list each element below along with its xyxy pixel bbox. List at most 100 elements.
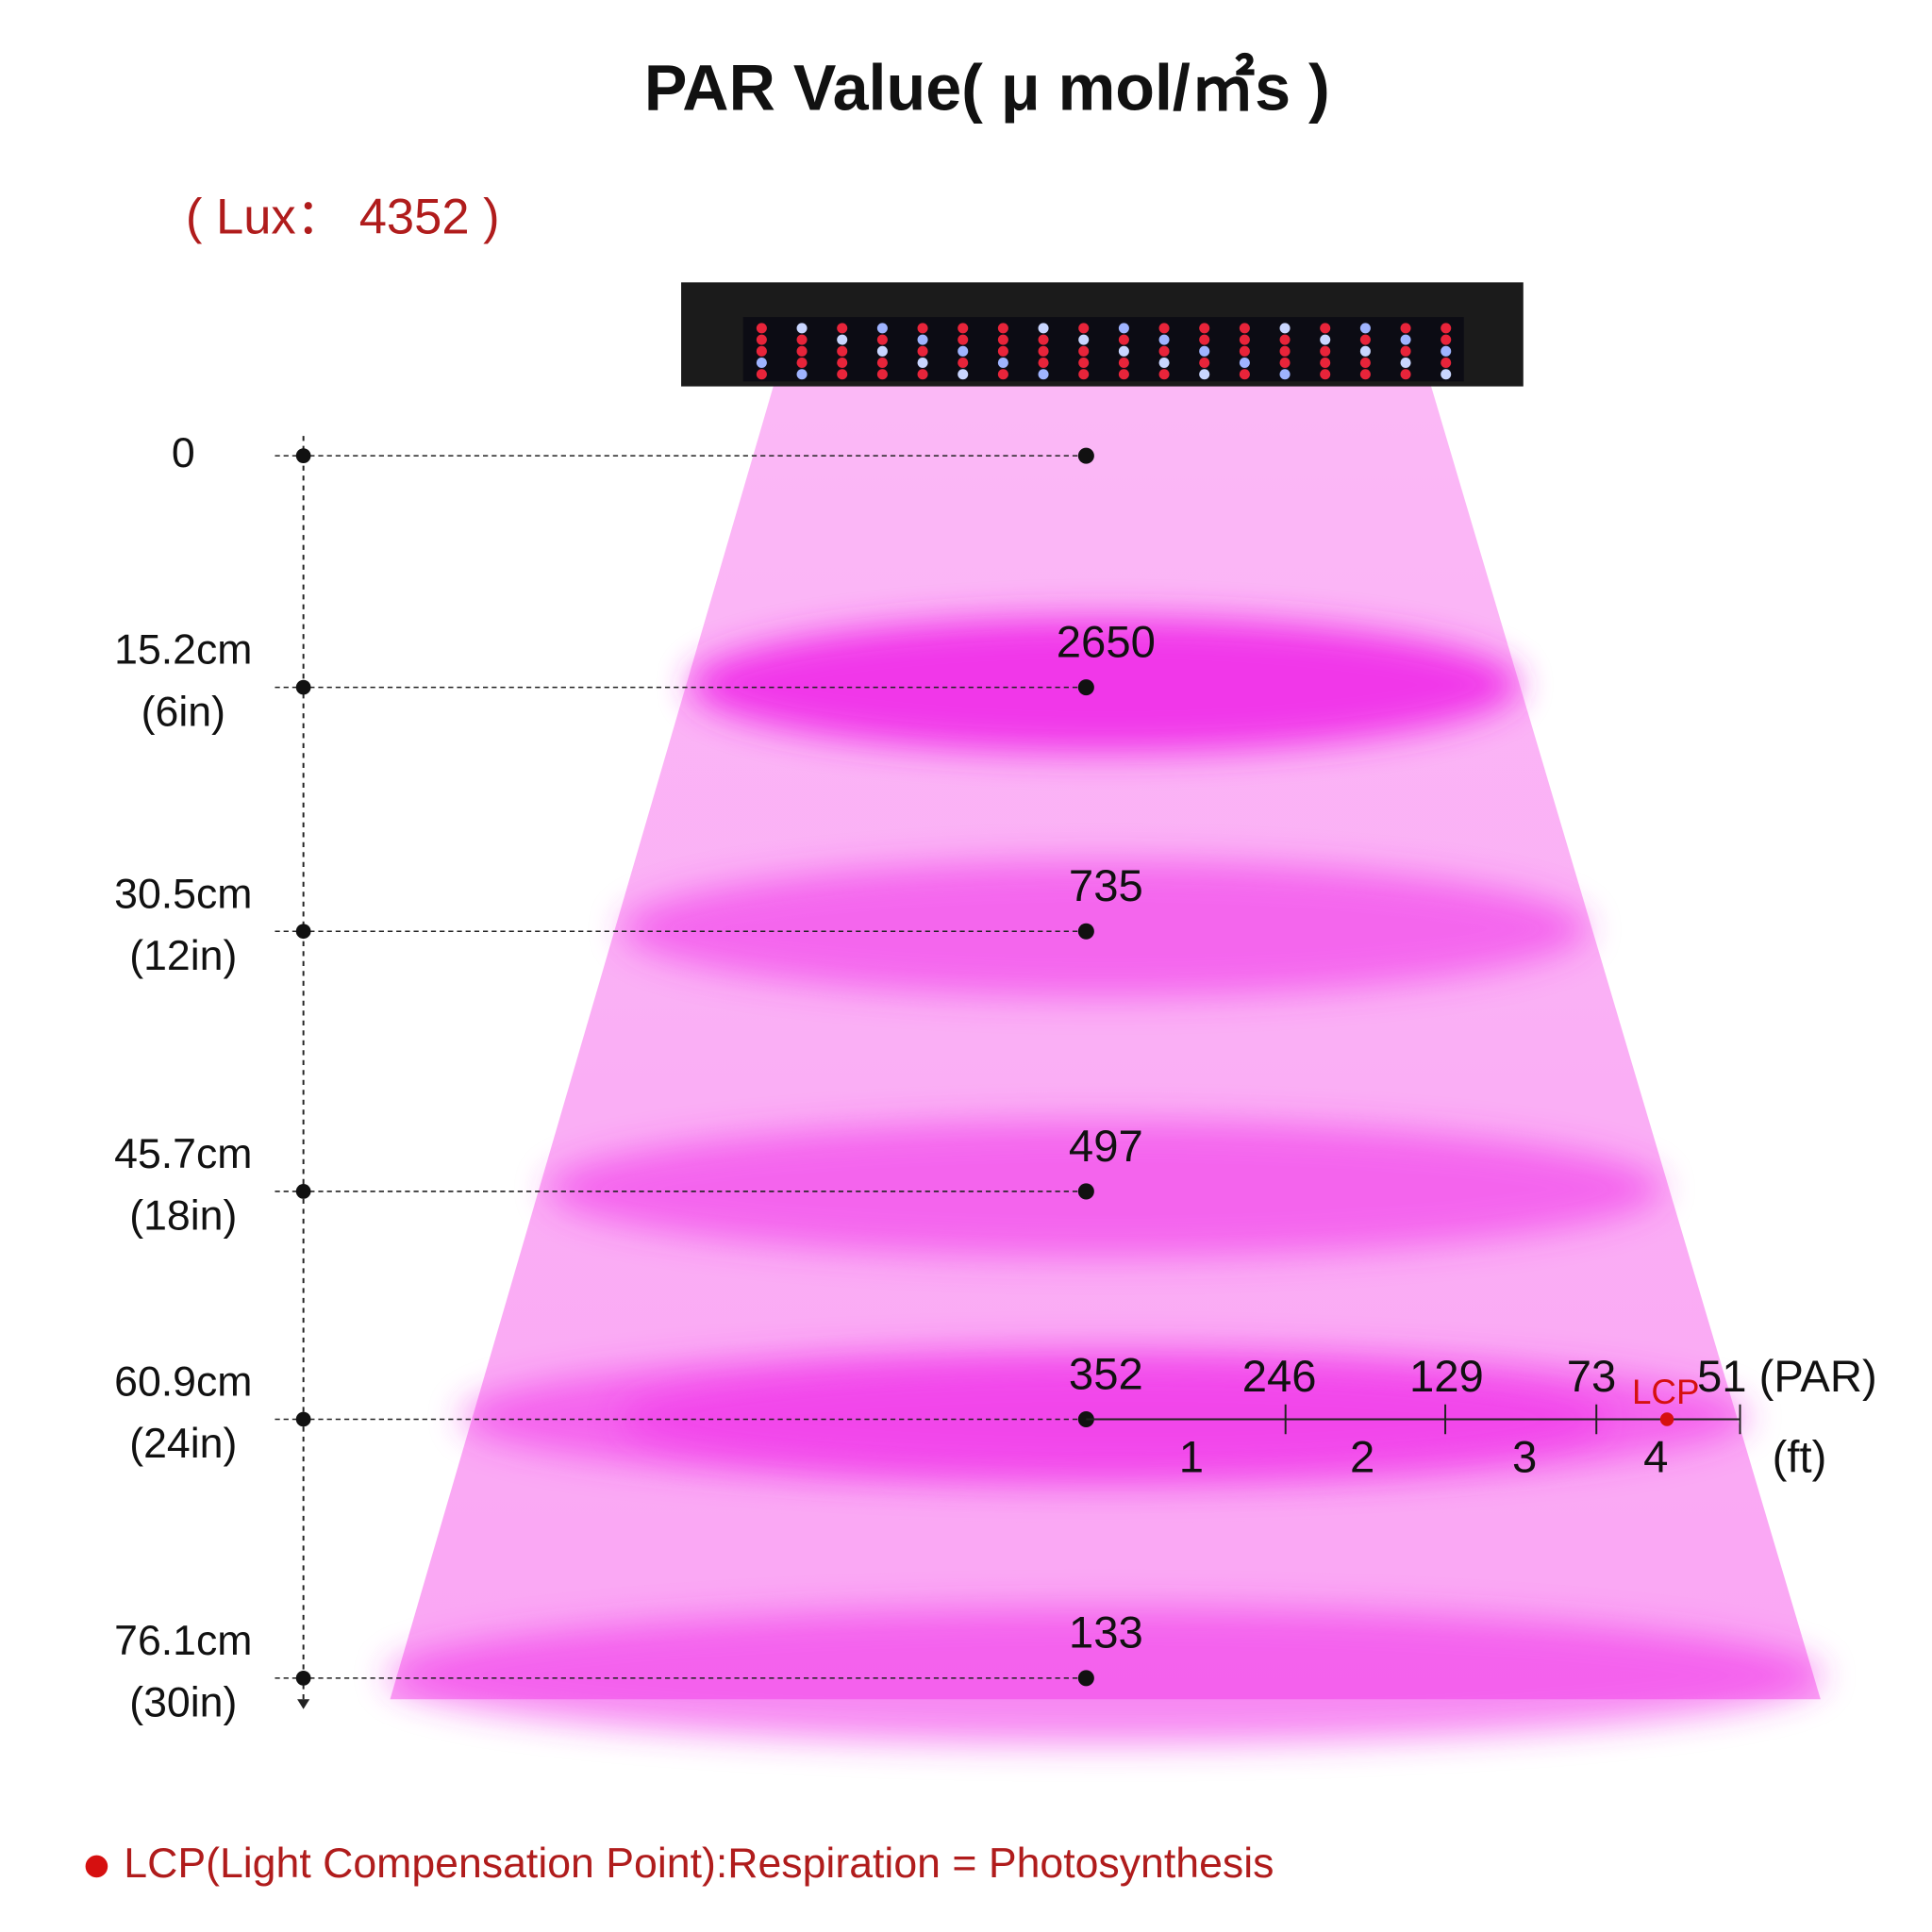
spread-scale: 246 129 73 51 (PAR) 1 2 3 4 (ft) LCP	[1086, 1352, 1877, 1482]
center-dot	[1077, 679, 1094, 696]
led	[1441, 358, 1452, 369]
lux: ( Lux： 4352 )	[186, 190, 500, 245]
led	[756, 334, 767, 345]
led	[1038, 369, 1049, 380]
led	[1279, 323, 1291, 334]
led	[1078, 358, 1090, 369]
leds	[756, 323, 1452, 380]
feet-label: 4	[1643, 1432, 1668, 1482]
led	[958, 358, 969, 369]
led	[837, 345, 848, 357]
led	[1118, 323, 1129, 334]
spread-par: 129	[1409, 1352, 1484, 1402]
led	[796, 323, 808, 334]
led	[1078, 345, 1090, 357]
led	[1199, 345, 1210, 357]
led	[1158, 369, 1170, 380]
spread-par: 73	[1567, 1352, 1617, 1402]
led	[1279, 334, 1291, 345]
led	[1320, 334, 1331, 345]
led	[876, 345, 888, 357]
center-dot	[1077, 923, 1094, 940]
led	[1320, 369, 1331, 380]
lcp-dot	[1659, 1412, 1674, 1426]
led	[876, 358, 888, 369]
led	[837, 334, 848, 345]
glow	[547, 1121, 1662, 1257]
feet-label: 3	[1512, 1432, 1537, 1482]
led	[876, 334, 888, 345]
led	[1239, 358, 1250, 369]
led	[1239, 334, 1250, 345]
led	[837, 323, 848, 334]
led	[1239, 369, 1250, 380]
led	[917, 323, 928, 334]
led	[1158, 345, 1170, 357]
axis-arrow	[297, 1699, 310, 1709]
axis-dot	[295, 1184, 311, 1199]
led	[997, 345, 1008, 357]
levels: 0 15.2cm (6in) 2650 30.5cm (12in) 735 45.7cm (18…	[114, 430, 1156, 1726]
feet-label: 1	[1179, 1432, 1204, 1482]
led	[1320, 323, 1331, 334]
par-value: 133	[1069, 1608, 1143, 1658]
led	[1078, 323, 1090, 334]
led	[796, 334, 808, 345]
led	[1038, 358, 1049, 369]
led	[1038, 334, 1049, 345]
led	[1158, 358, 1170, 369]
led	[1078, 334, 1090, 345]
led	[1239, 345, 1250, 357]
footnote-dot	[85, 1855, 108, 1878]
led	[958, 369, 969, 380]
distance-label: 0	[172, 430, 195, 476]
led	[1279, 345, 1291, 357]
led	[1199, 323, 1210, 334]
glow	[622, 860, 1589, 997]
distance-label: (24in)	[129, 1421, 237, 1467]
led	[917, 369, 928, 380]
led	[1038, 345, 1049, 357]
center-dot	[1077, 1670, 1094, 1687]
led	[1158, 323, 1170, 334]
distance-label: (30in)	[129, 1680, 237, 1726]
led	[756, 345, 767, 357]
distance-label: (12in)	[129, 933, 237, 979]
glow	[386, 1607, 1824, 1744]
led	[958, 345, 969, 357]
feet-unit: (ft)	[1773, 1432, 1827, 1482]
led	[1118, 334, 1129, 345]
led	[1400, 323, 1411, 334]
led	[837, 369, 848, 380]
center-dot	[1077, 1183, 1094, 1200]
title: PAR Value( μ mol/㎡s )	[644, 51, 1330, 124]
par-value: 352	[1069, 1349, 1143, 1399]
led	[1199, 334, 1210, 345]
led	[756, 369, 767, 380]
led	[1441, 323, 1452, 334]
par-value: 735	[1069, 861, 1143, 911]
axis-dot	[295, 1411, 311, 1427]
spread-par: 246	[1242, 1352, 1317, 1402]
axis-dot	[295, 448, 311, 463]
distance-label: 30.5cm	[114, 871, 252, 917]
distance-label: 76.1cm	[114, 1618, 252, 1664]
led	[997, 369, 1008, 380]
led	[756, 323, 767, 334]
led	[997, 323, 1008, 334]
led	[796, 345, 808, 357]
led	[876, 323, 888, 334]
glow	[690, 616, 1520, 754]
feet-label: 2	[1350, 1432, 1374, 1482]
led	[796, 358, 808, 369]
light-cone	[390, 383, 1821, 1700]
distance-label: 60.9cm	[114, 1359, 252, 1406]
led	[1400, 345, 1411, 357]
led	[756, 358, 767, 369]
led	[997, 334, 1008, 345]
led	[1279, 358, 1291, 369]
led	[1400, 334, 1411, 345]
led	[1118, 345, 1129, 357]
